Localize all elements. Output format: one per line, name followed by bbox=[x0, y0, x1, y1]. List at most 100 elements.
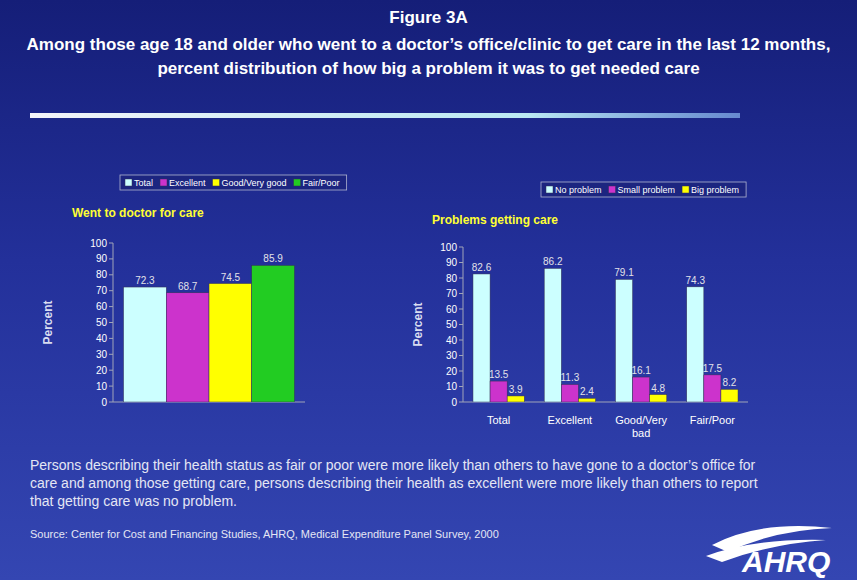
legend-swatch bbox=[546, 186, 553, 193]
chart-title: Went to doctor for care bbox=[72, 206, 204, 220]
data-labels: 72.368.774.585.9 bbox=[135, 253, 283, 291]
data-label: 72.3 bbox=[135, 275, 155, 286]
tick-mark bbox=[459, 278, 463, 279]
legend-label: Good/Very good bbox=[222, 178, 287, 188]
tick-mark bbox=[459, 324, 463, 325]
tick-mark bbox=[459, 402, 463, 403]
tick-mark bbox=[459, 371, 463, 372]
data-label: 4.8 bbox=[651, 383, 665, 394]
tick-label: 70 bbox=[96, 285, 108, 296]
legend-swatch bbox=[125, 179, 132, 186]
title-rule bbox=[30, 113, 740, 118]
data-label: 17.5 bbox=[703, 363, 723, 374]
bars bbox=[473, 268, 738, 402]
tick-mark bbox=[109, 274, 113, 275]
tick-mark bbox=[109, 338, 113, 339]
bar bbox=[166, 293, 209, 402]
bar bbox=[507, 396, 524, 402]
legend-label: Total bbox=[134, 178, 153, 188]
category-label: Excellent bbox=[548, 414, 593, 426]
y-axis bbox=[463, 247, 464, 402]
legend-swatch bbox=[213, 179, 220, 186]
tick-label: 70 bbox=[446, 288, 458, 299]
chart: Went to doctor for carePercent0102030405… bbox=[41, 175, 347, 408]
y-axis bbox=[113, 243, 114, 402]
axis-label: Percent bbox=[41, 300, 55, 344]
legend-box bbox=[120, 175, 347, 190]
tick-label: 80 bbox=[446, 273, 458, 284]
bar bbox=[561, 384, 578, 402]
legend-swatch bbox=[160, 179, 167, 186]
category-label: Good/Verybad bbox=[615, 414, 667, 439]
bar bbox=[473, 274, 490, 402]
tick-mark bbox=[109, 322, 113, 323]
tick-mark bbox=[459, 309, 463, 310]
tick-label: 90 bbox=[446, 257, 458, 268]
bar bbox=[544, 268, 561, 402]
bar bbox=[650, 395, 667, 402]
data-label: 3.9 bbox=[509, 384, 523, 395]
tick-label: 0 bbox=[101, 397, 107, 408]
slide: {"page": {"figure": "Figure 3A", "title"… bbox=[0, 0, 857, 580]
tick-label: 10 bbox=[446, 381, 458, 392]
bar bbox=[687, 287, 704, 402]
tick-label: 30 bbox=[96, 349, 108, 360]
tick-label: 20 bbox=[96, 365, 108, 376]
tick-label: 50 bbox=[446, 319, 458, 330]
figure-label: Figure 3A bbox=[0, 8, 857, 28]
tick-label: 60 bbox=[446, 304, 458, 315]
data-label: 8.2 bbox=[723, 377, 737, 388]
data-label: 74.3 bbox=[686, 275, 706, 286]
tick-mark bbox=[459, 355, 463, 356]
tick-mark bbox=[109, 386, 113, 387]
data-label: 13.5 bbox=[489, 369, 509, 380]
tick-mark bbox=[459, 293, 463, 294]
caption: Persons describing their health status a… bbox=[30, 456, 772, 510]
bar bbox=[578, 398, 595, 402]
tick-mark bbox=[109, 370, 113, 371]
data-label: 68.7 bbox=[178, 281, 198, 292]
tick-mark bbox=[459, 386, 463, 387]
legend-swatch bbox=[294, 179, 301, 186]
tick-label: 100 bbox=[90, 238, 107, 249]
legend-box bbox=[541, 182, 746, 197]
tick-mark bbox=[109, 243, 113, 244]
tick-mark bbox=[109, 354, 113, 355]
data-label: 86.2 bbox=[543, 256, 563, 267]
bar bbox=[721, 389, 738, 402]
bar bbox=[124, 287, 167, 402]
legend-swatch bbox=[609, 186, 616, 193]
data-label: 74.5 bbox=[221, 272, 241, 283]
tick-label: 10 bbox=[96, 381, 108, 392]
tick-mark bbox=[459, 340, 463, 341]
slide-title: Among those age 18 and older who went to… bbox=[18, 33, 839, 81]
bar bbox=[252, 265, 295, 402]
tick-label: 100 bbox=[440, 242, 457, 253]
tick-label: 40 bbox=[446, 335, 458, 346]
legend-swatch bbox=[682, 186, 689, 193]
legend-label: Big problem bbox=[691, 185, 739, 195]
tick-label: 30 bbox=[446, 350, 458, 361]
tick-label: 90 bbox=[96, 253, 108, 264]
axis-label: Percent bbox=[411, 302, 425, 346]
bar bbox=[615, 279, 632, 402]
tick-mark bbox=[459, 247, 463, 248]
tick-mark bbox=[109, 290, 113, 291]
legend-label: Fair/Poor bbox=[303, 178, 340, 188]
tick-mark bbox=[109, 258, 113, 259]
data-label: 82.6 bbox=[472, 262, 492, 273]
tick-label: 80 bbox=[96, 269, 108, 280]
data-label: 16.1 bbox=[631, 365, 651, 376]
source-note: Source: Center for Cost and Financing St… bbox=[30, 528, 730, 540]
logo-text: AHRQ bbox=[741, 545, 830, 578]
logo: AHRQ bbox=[706, 526, 832, 578]
category-label: Total bbox=[487, 414, 510, 426]
tick-label: 40 bbox=[96, 333, 108, 344]
tick-mark bbox=[459, 262, 463, 263]
data-label: 2.4 bbox=[580, 386, 594, 397]
bars bbox=[124, 265, 295, 402]
tick-mark bbox=[109, 306, 113, 307]
tick-mark bbox=[109, 402, 113, 403]
legend-label: No problem bbox=[555, 185, 602, 195]
bar bbox=[633, 377, 650, 402]
